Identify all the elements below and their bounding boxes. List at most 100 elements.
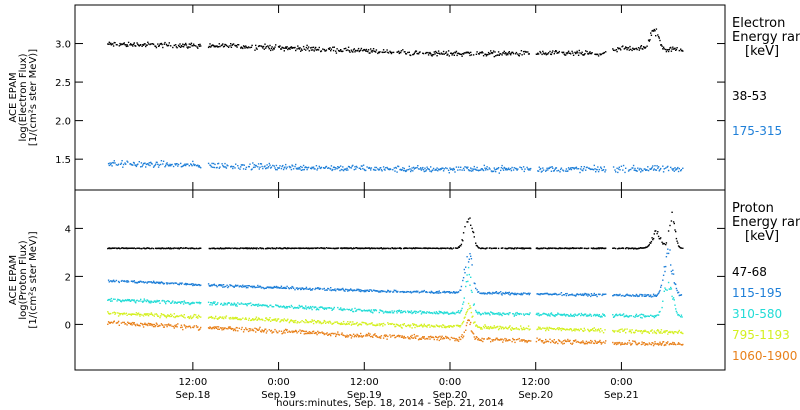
- data-point: [210, 285, 212, 287]
- data-point: [166, 247, 168, 250]
- data-point: [447, 53, 449, 55]
- data-point: [385, 167, 387, 169]
- data-point: [148, 301, 150, 304]
- data-point: [475, 287, 477, 290]
- data-point: [188, 317, 190, 320]
- data-point: [447, 325, 449, 328]
- data-point: [322, 321, 325, 324]
- data-point: [267, 286, 270, 289]
- data-point: [584, 329, 586, 331]
- data-point: [612, 294, 615, 297]
- data-point: [430, 53, 432, 55]
- data-point: [571, 50, 573, 53]
- data-point: [332, 46, 334, 48]
- data-point: [481, 292, 483, 295]
- data-point: [655, 230, 657, 232]
- data-point: [360, 324, 363, 326]
- data-point: [490, 341, 492, 343]
- data-point: [486, 313, 488, 315]
- data-point: [581, 294, 583, 296]
- data-point: [617, 314, 619, 317]
- data-point: [189, 46, 191, 48]
- data-point: [262, 47, 264, 49]
- data-point: [142, 247, 145, 249]
- data-point: [659, 341, 661, 343]
- data-point: [264, 43, 266, 45]
- data-point: [351, 50, 353, 53]
- data-point: [463, 331, 465, 333]
- data-point: [372, 48, 375, 50]
- data-point: [426, 247, 428, 249]
- data-point: [412, 53, 414, 56]
- data-point: [539, 168, 541, 171]
- data-point: [491, 170, 493, 173]
- data-point: [229, 45, 231, 47]
- data-point: [375, 309, 378, 312]
- data-point: [297, 330, 300, 333]
- data-point: [133, 162, 135, 164]
- data-point: [381, 323, 383, 325]
- data-point: [356, 247, 358, 249]
- data-point: [172, 247, 175, 250]
- data-point: [469, 284, 471, 286]
- data-point: [445, 335, 447, 338]
- data-point: [538, 166, 540, 168]
- data-point: [219, 166, 221, 168]
- data-point: [627, 247, 629, 249]
- data-point: [232, 43, 235, 45]
- data-point: [244, 318, 246, 320]
- data-point: [365, 335, 367, 337]
- data-point: [647, 166, 649, 168]
- data-point: [457, 311, 459, 313]
- data-point: [447, 291, 450, 293]
- data-point: [186, 302, 188, 304]
- data-point: [579, 171, 581, 174]
- data-point: [140, 162, 143, 164]
- data-point: [289, 320, 291, 323]
- data-point: [377, 169, 380, 171]
- data-point: [141, 165, 143, 168]
- data-point: [588, 314, 590, 317]
- data-point: [553, 293, 555, 295]
- data-point: [559, 171, 561, 173]
- data-point: [547, 329, 550, 331]
- data-point: [549, 315, 551, 317]
- data-point: [589, 330, 591, 332]
- data-point: [282, 248, 284, 250]
- data-point: [163, 43, 165, 45]
- data-point: [377, 247, 380, 250]
- data-point: [355, 335, 358, 338]
- data-point: [157, 166, 160, 168]
- data-point: [188, 43, 190, 45]
- data-point: [314, 332, 316, 335]
- data-point: [252, 247, 255, 249]
- data-point: [352, 247, 355, 249]
- data-point: [652, 315, 655, 317]
- data-point: [301, 166, 303, 169]
- data-point: [591, 52, 593, 54]
- data-point: [366, 247, 368, 249]
- data-point: [576, 247, 578, 249]
- data-point: [265, 167, 268, 169]
- data-point: [556, 294, 558, 296]
- data-point: [302, 164, 305, 167]
- data-point: [107, 162, 110, 165]
- data-point: [622, 314, 624, 316]
- data-point: [372, 247, 375, 249]
- data-point: [670, 50, 673, 52]
- data-point: [148, 162, 150, 164]
- data-point: [114, 42, 116, 44]
- data-point: [577, 294, 580, 296]
- data-point: [600, 167, 603, 170]
- data-point: [135, 45, 137, 47]
- data-point: [288, 288, 290, 290]
- data-point: [448, 291, 450, 293]
- data-point: [368, 166, 370, 169]
- data-point: [487, 312, 489, 314]
- data-point: [411, 248, 413, 250]
- y-tick-label: 1.5: [55, 155, 71, 166]
- data-point: [553, 339, 555, 341]
- series-47-68: [107, 211, 684, 250]
- data-point: [521, 294, 523, 296]
- data-point: [142, 281, 144, 283]
